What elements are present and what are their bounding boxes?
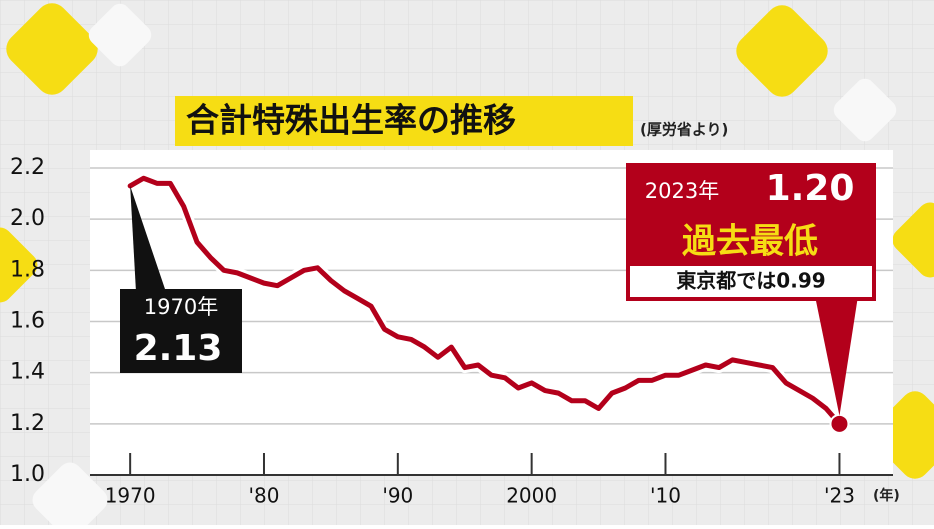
title-highlight	[175, 96, 633, 146]
deco-diamond	[871, 391, 934, 479]
annotation-value: 2.13	[134, 328, 223, 369]
x-tick-label: '80	[249, 484, 280, 508]
annotation-detail: 東京都では0.99	[676, 269, 825, 293]
annotation-year: 1970年	[144, 295, 218, 319]
deco-diamond	[892, 202, 934, 278]
y-tick-label: 1.6	[10, 309, 45, 334]
x-axis-unit: (年)	[873, 487, 900, 504]
line	[127, 175, 842, 427]
y-tick-label: 1.4	[10, 360, 45, 385]
chart-subtitle: (厚労省より)	[640, 121, 728, 139]
y-tick-label: 1.2	[10, 411, 45, 436]
x-tick-label: '90	[382, 484, 413, 508]
annotation-year: 2023年	[645, 179, 719, 203]
deco-diamond	[736, 5, 828, 97]
chart-title: 合計特殊出生率の推移	[186, 101, 516, 140]
y-tick-label: 1.8	[10, 257, 45, 282]
x-tick-label: 1970	[105, 484, 156, 508]
y-tick-label: 1.0	[10, 462, 45, 487]
pointer	[815, 296, 858, 416]
x-tick-label: '23	[824, 484, 855, 508]
annotation-note: 過去最低	[682, 222, 818, 262]
y-tick-label: 2.0	[10, 206, 45, 231]
y-tick-label: 2.2	[10, 155, 45, 180]
deco-diamond	[6, 3, 98, 95]
plot: 1.0 1.2 1.4 1.6 1.8 2.0 2.2 1970 '80 '90 2000 '10 '2…	[10, 155, 893, 508]
annotation-box	[120, 289, 242, 373]
deco-diamond	[88, 3, 152, 67]
pointer	[130, 185, 166, 292]
annotation-value: 1.20	[766, 168, 855, 209]
deco-diamond	[833, 78, 897, 142]
deco-diamond	[32, 462, 108, 529]
end-point	[829, 413, 850, 434]
x-tick-label: '10	[650, 484, 681, 508]
x-tick-label: 2000	[506, 484, 557, 508]
deco-diamond	[0, 227, 38, 303]
annotation-detail-box	[630, 266, 872, 297]
